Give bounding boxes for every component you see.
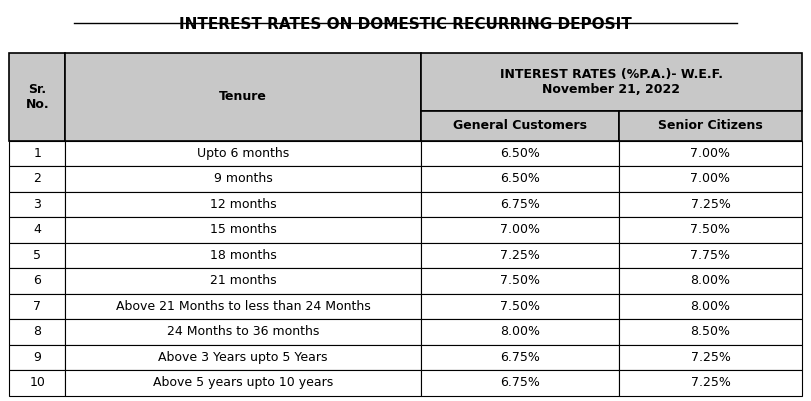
Text: 8.00%: 8.00% — [690, 274, 731, 288]
Bar — [10, 344, 65, 370]
Bar — [620, 370, 801, 396]
Text: 8.50%: 8.50% — [690, 326, 731, 338]
Bar — [65, 243, 422, 268]
Text: 7.75%: 7.75% — [690, 249, 731, 262]
Text: Tenure: Tenure — [219, 91, 267, 103]
Text: INTEREST RATES ON DOMESTIC RECURRING DEPOSIT: INTEREST RATES ON DOMESTIC RECURRING DEP… — [179, 17, 632, 32]
Text: 9 months: 9 months — [214, 172, 272, 186]
Text: 7.50%: 7.50% — [690, 223, 731, 237]
Bar — [10, 319, 65, 344]
Text: 6.75%: 6.75% — [500, 198, 540, 211]
Bar — [10, 53, 65, 141]
Bar — [65, 344, 422, 370]
Bar — [65, 370, 422, 396]
Bar — [422, 217, 620, 243]
Bar — [620, 192, 801, 217]
Bar — [422, 319, 620, 344]
Text: 7.00%: 7.00% — [500, 223, 540, 237]
Text: 15 months: 15 months — [210, 223, 277, 237]
Text: Above 21 Months to less than 24 Months: Above 21 Months to less than 24 Months — [116, 300, 371, 313]
Bar — [422, 370, 620, 396]
Text: 3: 3 — [33, 198, 41, 211]
Text: 7.50%: 7.50% — [500, 274, 540, 288]
Bar — [422, 294, 620, 319]
Bar — [422, 141, 620, 166]
Text: 7.00%: 7.00% — [690, 172, 731, 186]
Text: 10: 10 — [29, 377, 45, 389]
Bar — [10, 268, 65, 294]
Text: 7.25%: 7.25% — [690, 351, 731, 364]
Text: 6.75%: 6.75% — [500, 351, 540, 364]
Bar — [65, 319, 422, 344]
Text: Sr.
No.: Sr. No. — [25, 83, 49, 111]
Bar — [65, 294, 422, 319]
Bar — [10, 294, 65, 319]
Bar — [620, 111, 801, 141]
Bar — [10, 370, 65, 396]
Text: 7.25%: 7.25% — [690, 377, 731, 389]
Text: Above 5 years upto 10 years: Above 5 years upto 10 years — [153, 377, 333, 389]
Bar — [620, 294, 801, 319]
Text: 6: 6 — [33, 274, 41, 288]
Bar — [620, 166, 801, 192]
Text: 21 months: 21 months — [210, 274, 277, 288]
Text: 7.25%: 7.25% — [690, 198, 731, 211]
Bar — [10, 141, 65, 166]
Bar — [65, 141, 422, 166]
Text: 4: 4 — [33, 223, 41, 237]
Text: Senior Citizens: Senior Citizens — [658, 119, 763, 132]
Bar — [422, 192, 620, 217]
Bar — [10, 166, 65, 192]
Bar — [620, 268, 801, 294]
Text: 8: 8 — [33, 326, 41, 338]
Bar — [422, 268, 620, 294]
Bar — [65, 166, 422, 192]
Bar — [620, 243, 801, 268]
Text: Above 3 Years upto 5 Years: Above 3 Years upto 5 Years — [158, 351, 328, 364]
Bar — [620, 319, 801, 344]
Text: 2: 2 — [33, 172, 41, 186]
Text: 8.00%: 8.00% — [690, 300, 731, 313]
Text: 6.50%: 6.50% — [500, 172, 540, 186]
Bar — [620, 141, 801, 166]
Text: 7: 7 — [33, 300, 41, 313]
Text: 7.25%: 7.25% — [500, 249, 540, 262]
Bar — [620, 217, 801, 243]
Text: 9: 9 — [33, 351, 41, 364]
Bar — [620, 344, 801, 370]
Text: 6.75%: 6.75% — [500, 377, 540, 389]
Bar — [422, 344, 620, 370]
Text: 5: 5 — [33, 249, 41, 262]
Text: 24 Months to 36 months: 24 Months to 36 months — [167, 326, 320, 338]
Bar — [422, 243, 620, 268]
Text: 6.50%: 6.50% — [500, 147, 540, 160]
Bar — [422, 166, 620, 192]
Text: INTEREST RATES (%P.A.)- W.E.F.
November 21, 2022: INTEREST RATES (%P.A.)- W.E.F. November … — [500, 68, 723, 96]
Text: 18 months: 18 months — [210, 249, 277, 262]
Text: 7.00%: 7.00% — [690, 147, 731, 160]
Text: 1: 1 — [33, 147, 41, 160]
Text: General Customers: General Customers — [453, 119, 587, 132]
Text: 12 months: 12 months — [210, 198, 277, 211]
Bar — [10, 243, 65, 268]
Text: 8.00%: 8.00% — [500, 326, 540, 338]
Bar — [422, 111, 620, 141]
Text: Upto 6 months: Upto 6 months — [197, 147, 290, 160]
Bar — [65, 268, 422, 294]
Bar — [10, 192, 65, 217]
Text: 7.50%: 7.50% — [500, 300, 540, 313]
Bar — [10, 217, 65, 243]
Bar — [65, 192, 422, 217]
Bar — [65, 217, 422, 243]
